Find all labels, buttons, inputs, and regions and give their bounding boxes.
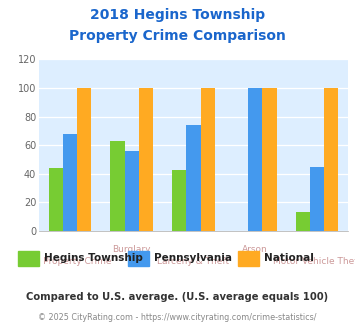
- Text: Burglary: Burglary: [113, 245, 151, 254]
- Bar: [248, 88, 262, 231]
- Bar: [49, 168, 63, 231]
- Bar: [139, 88, 153, 231]
- Bar: [125, 151, 139, 231]
- Text: Larceny & Theft: Larceny & Theft: [157, 257, 230, 266]
- Bar: [324, 88, 338, 231]
- Bar: [186, 125, 201, 231]
- Bar: [77, 88, 91, 231]
- Bar: [172, 170, 186, 231]
- Bar: [262, 88, 277, 231]
- Text: 2018 Hegins Township: 2018 Hegins Township: [90, 8, 265, 22]
- Text: Hegins Township: Hegins Township: [44, 253, 143, 263]
- Text: Compared to U.S. average. (U.S. average equals 100): Compared to U.S. average. (U.S. average …: [26, 292, 329, 302]
- Text: National: National: [264, 253, 314, 263]
- Bar: [63, 134, 77, 231]
- Text: Arson: Arson: [242, 245, 268, 254]
- Text: Property Crime Comparison: Property Crime Comparison: [69, 29, 286, 43]
- Text: All Property Crime: All Property Crime: [29, 257, 111, 266]
- Bar: [201, 88, 215, 231]
- Bar: [310, 167, 324, 231]
- Text: Motor Vehicle Theft: Motor Vehicle Theft: [273, 257, 355, 266]
- Bar: [110, 141, 125, 231]
- Text: Pennsylvania: Pennsylvania: [154, 253, 233, 263]
- Bar: [296, 213, 310, 231]
- Text: © 2025 CityRating.com - https://www.cityrating.com/crime-statistics/: © 2025 CityRating.com - https://www.city…: [38, 314, 317, 322]
